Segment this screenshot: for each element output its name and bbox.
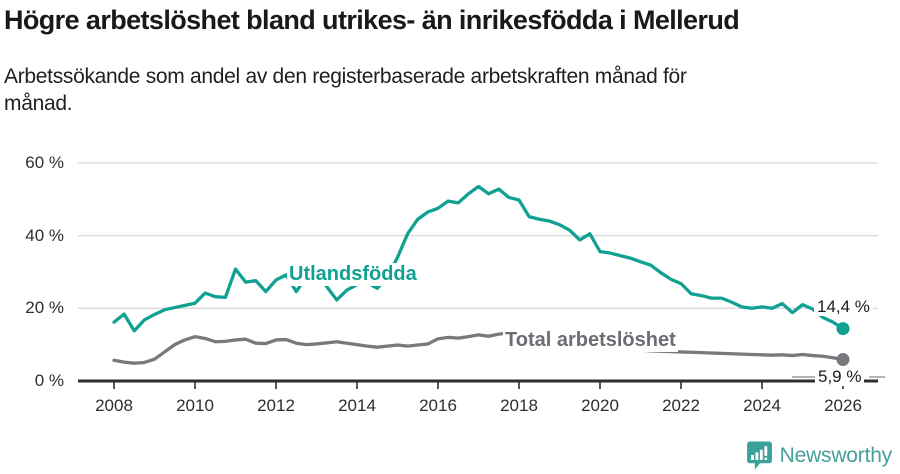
newsworthy-logo: Newsworthy — [746, 441, 892, 471]
x-tick-label: 2020 — [581, 396, 619, 415]
y-tick-label: 60 % — [25, 152, 64, 172]
end-value-total: 5,9 % — [815, 367, 865, 386]
x-tick-label: 2016 — [419, 396, 457, 415]
x-tick-label: 2014 — [338, 396, 376, 415]
bar-chart-speech-bubble-icon — [746, 441, 772, 470]
x-tick-label: 2026 — [824, 396, 862, 415]
series-line-0 — [112, 184, 845, 333]
page-title: Högre arbetslöshet bland utrikes- än inr… — [4, 5, 740, 35]
y-tick-label: 0 % — [34, 371, 64, 390]
brand-name: Newsworthy — [779, 444, 893, 467]
subtitle-line-1: Arbetssökande som andel av den registerb… — [4, 65, 687, 88]
end-value-utlandsfodda: 14,4 % — [814, 297, 873, 316]
x-tick-label: 2022 — [662, 396, 700, 415]
subtitle-line-2: månad. — [4, 92, 73, 115]
series-label-total-arbetsloshet: Total arbetslöshet — [503, 329, 678, 352]
x-tick-label: 2018 — [500, 396, 538, 415]
x-tick-label: 2010 — [176, 396, 214, 415]
chart-subtitle: Arbetssökande som andel av den registerb… — [4, 63, 834, 117]
series-line-1 — [112, 331, 845, 365]
series-label-utlandsfodda: Utlandsfödda — [287, 263, 419, 286]
series-end-dot-1 — [836, 353, 850, 367]
y-tick-label: 20 % — [25, 298, 64, 318]
y-tick-label: 40 % — [25, 225, 64, 245]
gridlines — [78, 162, 878, 309]
x-tick-label: 2024 — [743, 396, 781, 415]
data-series — [112, 184, 850, 367]
x-axis — [78, 379, 878, 389]
x-tick-label: 2012 — [257, 396, 295, 415]
series-end-dot-0 — [836, 322, 850, 336]
x-tick-label: 2008 — [95, 396, 133, 415]
